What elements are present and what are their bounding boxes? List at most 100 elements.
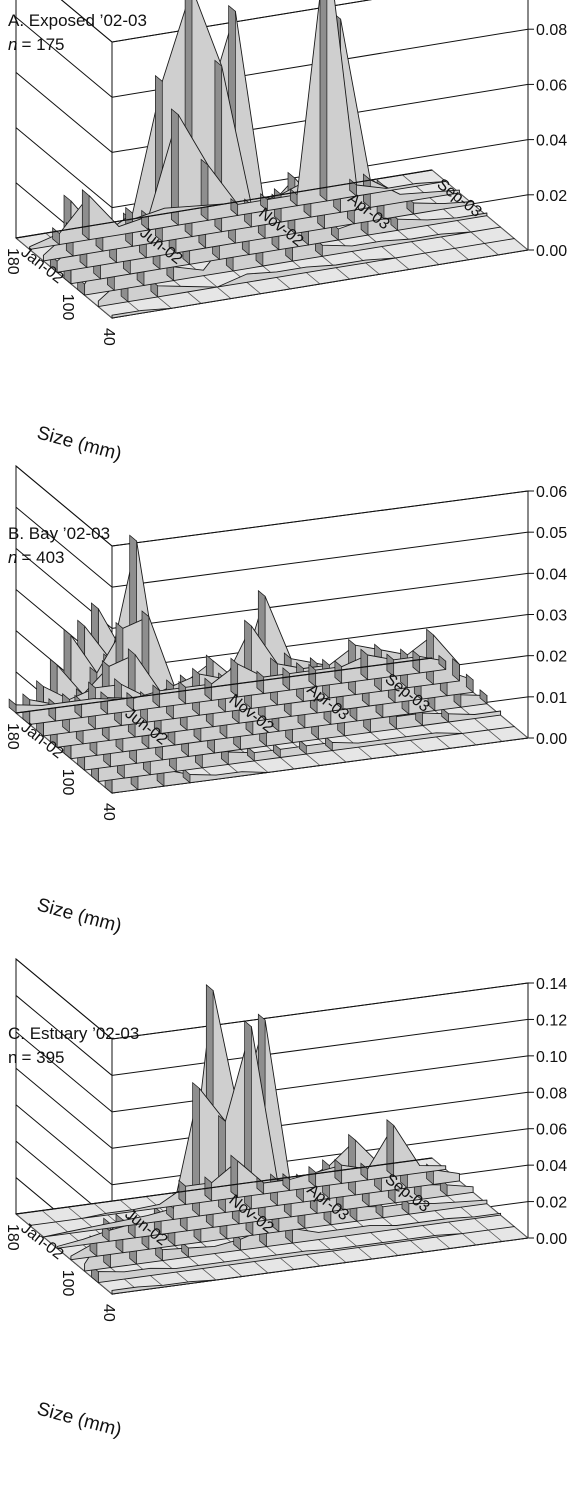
surface-peak: [479, 689, 488, 705]
sample-size-symbol: n: [8, 35, 17, 54]
size-tick-label: 40: [100, 803, 117, 821]
z-tick-label: 0.14: [536, 976, 567, 993]
z-tick-label: 0.05: [536, 525, 567, 542]
z-tick-label: 0.02: [536, 188, 567, 205]
surface-peak: [204, 1176, 213, 1202]
z-tick-label: 0.04: [536, 1158, 567, 1175]
chart-panel-0: 0.000.020.040.060.080.10A. Exposed ’02-0…: [4, 0, 567, 465]
size-row: [111, 1237, 529, 1295]
sample-size: n = 175: [8, 35, 64, 54]
surface-peak: [256, 670, 265, 695]
surface-ribbon: [111, 677, 529, 794]
surface-peak: [8, 698, 17, 714]
gridline-back: [111, 531, 529, 588]
size-row: [111, 249, 529, 319]
surface-ribbon: [111, 1237, 529, 1295]
surface-peak: [152, 684, 161, 708]
surface-peak: [386, 653, 395, 678]
gridline-side: [15, 995, 113, 1076]
gridline-side: [15, 1104, 113, 1186]
size-axis-label: Size (mm): [35, 1399, 124, 1442]
z-tick-label: 0.06: [536, 1122, 567, 1139]
z-tick-label: 0.03: [536, 608, 567, 625]
surface-ribbon: [97, 608, 515, 783]
surface-peak: [319, 0, 328, 202]
gridline-back: [111, 614, 529, 670]
z-tick-label: 0.08: [536, 1085, 567, 1102]
size-row: [29, 1118, 447, 1226]
surface-peak: [230, 657, 239, 698]
gridline-side: [15, 1031, 113, 1113]
gridline-side: [15, 1067, 113, 1149]
surface-peak: [299, 739, 307, 755]
date-axis-line: [15, 1157, 433, 1215]
surface-peak: [192, 1081, 200, 1217]
gridline-side: [15, 465, 113, 547]
gridline-back: [111, 1018, 529, 1076]
surface-ribbon: [97, 1226, 515, 1284]
z-tick-label: 0.04: [536, 133, 567, 150]
surface-peak: [282, 667, 291, 691]
gridline-side: [15, 16, 113, 98]
surface-peak: [386, 1118, 395, 1178]
surface-peak: [178, 680, 187, 705]
gridline-back: [111, 982, 529, 1040]
sample-size-symbol: n: [8, 1048, 17, 1067]
z-tick-label: 0.04: [536, 566, 567, 583]
z-tick-label: 0.01: [536, 690, 567, 707]
sample-size-value: = 403: [21, 548, 64, 567]
surface-peak: [438, 654, 447, 671]
sample-size-value: = 395: [21, 1048, 64, 1067]
z-tick-label: 0.02: [536, 649, 567, 666]
gridline-back: [111, 490, 529, 547]
surface-peak: [360, 648, 369, 681]
size-tick-label: 100: [59, 1270, 76, 1297]
chart-panel-2: 0.00 0.02 0.04 0.06 0.08 0.10 0.12 0.14 C. Estua…: [4, 957, 567, 1442]
gridline-side: [60, 0, 113, 43]
surface-peak: [171, 108, 179, 226]
surface-peak: [452, 657, 460, 682]
size-tick-label: 100: [59, 769, 76, 796]
gridline-back: [111, 572, 529, 629]
date-axis-line: [15, 169, 433, 239]
surface-peak: [412, 649, 421, 674]
sample-size-symbol: n: [8, 548, 17, 567]
gridline-side: [15, 72, 113, 153]
surface-peak: [426, 628, 434, 686]
surface-peak: [81, 189, 90, 241]
size-axis-label: Size (mm): [35, 895, 124, 938]
floor-line: [431, 1157, 529, 1239]
floor-line: [431, 169, 529, 251]
gridline-side: [15, 127, 113, 208]
z-tick-label: 0.00: [536, 731, 567, 748]
gridline-side: [15, 958, 113, 1040]
surface-peak: [204, 677, 213, 702]
sample-size-value: = 175: [21, 35, 64, 54]
z-tick-label: 0.02: [536, 1195, 567, 1212]
surface-peak: [334, 1158, 343, 1185]
size-tick-label: 100: [59, 294, 76, 321]
panel-title: A. Exposed ’02-03: [8, 11, 147, 30]
size-tick-label: 180: [4, 248, 21, 275]
surface-peak: [348, 1133, 356, 1196]
size-tick-label: 40: [100, 1304, 117, 1322]
surface-peak: [308, 1165, 317, 1188]
gridline-side: [15, 506, 113, 588]
size-tick-label: 180: [4, 723, 21, 750]
z-tick-label: 0.00: [536, 243, 567, 260]
sample-size: n = 403: [8, 548, 64, 567]
floor-line: [402, 174, 499, 256]
panel-title: C. Estuary ’02-03: [8, 1024, 139, 1043]
surface-ribbon: [111, 249, 529, 319]
surface-peak: [178, 1179, 187, 1206]
gridline-back: [111, 1091, 529, 1149]
surface-peak: [247, 746, 255, 762]
date-axis-line: [15, 657, 433, 714]
surface-peak: [230, 1154, 239, 1199]
surface-peak: [325, 735, 333, 752]
z-tick-label: 0.06: [536, 484, 567, 501]
sample-size: n = 395: [8, 1048, 64, 1067]
surface-peak: [308, 663, 317, 688]
surface-peak: [200, 158, 209, 222]
surface-peak: [465, 673, 474, 694]
